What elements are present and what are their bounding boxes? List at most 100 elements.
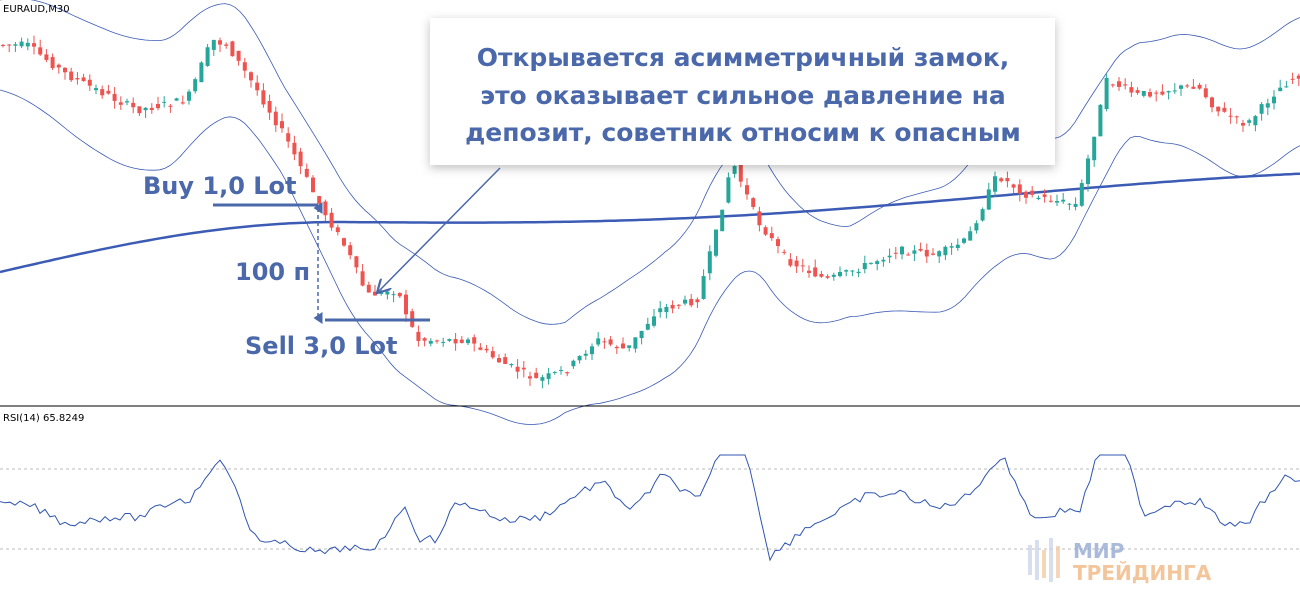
candle-body (800, 265, 805, 267)
candle-body (118, 102, 123, 105)
candle-body (453, 339, 458, 344)
candle-body (311, 177, 315, 193)
candle-body (497, 358, 501, 363)
candle-body (63, 67, 67, 73)
candle-body (366, 284, 371, 293)
candle-body (87, 79, 92, 86)
candle-body (156, 104, 160, 109)
candle-body (683, 299, 687, 304)
candle-body (1210, 97, 1214, 108)
candle-body (1154, 92, 1159, 94)
candle-body (261, 90, 266, 105)
candle-body (106, 90, 111, 94)
candle-body (1278, 87, 1283, 92)
candle-body (540, 377, 545, 381)
candle-body (918, 248, 923, 251)
candle-body (298, 151, 303, 167)
candle-body (1042, 194, 1047, 197)
candle-body (317, 196, 322, 204)
candle-body (862, 262, 867, 270)
candle-body (360, 271, 365, 286)
candle-body (422, 338, 427, 341)
candle-body (1030, 190, 1035, 195)
candle-body (38, 47, 43, 55)
candle-body (788, 259, 793, 266)
callout-line: Открывается асимметричный замок, (477, 43, 1010, 72)
candle-body (32, 43, 36, 47)
candle-body (546, 373, 551, 379)
candle-body (1073, 203, 1078, 207)
candle-body (931, 253, 935, 255)
candle-body (1017, 184, 1022, 194)
candle-body (993, 176, 997, 192)
candle-body (652, 316, 656, 326)
candle-body (949, 246, 954, 248)
buy-label: Buy 1,0 Lot (143, 172, 297, 200)
candle-body (1005, 178, 1010, 182)
candle-body (379, 290, 384, 294)
candle-body (794, 260, 799, 267)
candle-body (645, 323, 650, 330)
candle-body (676, 304, 681, 306)
candle-body (565, 372, 570, 374)
rsi-panel (0, 454, 1300, 562)
candle-body (807, 270, 811, 273)
candle-body (168, 105, 173, 107)
candle-body (75, 78, 80, 80)
candle-body (273, 111, 278, 126)
candle-body (1241, 122, 1245, 126)
candle-body (906, 254, 911, 256)
candle-body (844, 270, 849, 272)
candle-body (695, 299, 700, 303)
candle-body (397, 292, 402, 297)
callout-line: депозит, советник относим к опасным (465, 118, 1021, 147)
candle-body (441, 341, 446, 343)
candle-body (1024, 191, 1028, 198)
candle-body (875, 261, 880, 264)
candle-body (552, 372, 557, 374)
candle-body (81, 77, 86, 82)
candle-body (763, 227, 768, 235)
candle-body (776, 239, 780, 246)
candle-body (180, 102, 185, 104)
candle-body (1110, 84, 1115, 86)
candle-body (323, 201, 328, 216)
candle-body (850, 270, 855, 272)
candle-body (304, 168, 309, 177)
candle-body (459, 339, 464, 343)
candle-body (1117, 81, 1121, 87)
candle-body (912, 250, 917, 254)
callout-line: это оказывает сильное давление на (480, 81, 1005, 110)
candle-body (267, 100, 272, 113)
candle-body (838, 271, 842, 277)
candle-body (447, 339, 452, 341)
candle-body (7, 44, 12, 46)
candle-body (478, 347, 483, 350)
logo: МИР ТРЕЙДИНГА (1028, 538, 1212, 585)
candle-body (621, 343, 625, 349)
candle-body (44, 54, 49, 60)
candle-body (503, 357, 508, 364)
candle-body (1036, 197, 1041, 199)
candle-body (757, 211, 762, 226)
candle-body (1265, 103, 1270, 108)
candle-body (1191, 86, 1196, 89)
candle-body (193, 79, 198, 92)
candle-body (56, 64, 61, 68)
candle-body (825, 276, 830, 278)
candle-body (218, 40, 222, 45)
candle-body (869, 262, 873, 264)
candle-body (534, 372, 539, 379)
candle-body (1086, 158, 1090, 185)
candle-body (125, 101, 129, 103)
candle-body (292, 142, 297, 155)
candle-body (664, 306, 669, 313)
candle-body (999, 178, 1004, 182)
candle-body (813, 267, 818, 277)
candle-body (1, 44, 5, 46)
candle-body (943, 246, 948, 256)
candle-body (335, 227, 340, 233)
bollinger-upper (0, 0, 1300, 325)
candle-body (242, 62, 247, 71)
candle-body (968, 231, 973, 241)
